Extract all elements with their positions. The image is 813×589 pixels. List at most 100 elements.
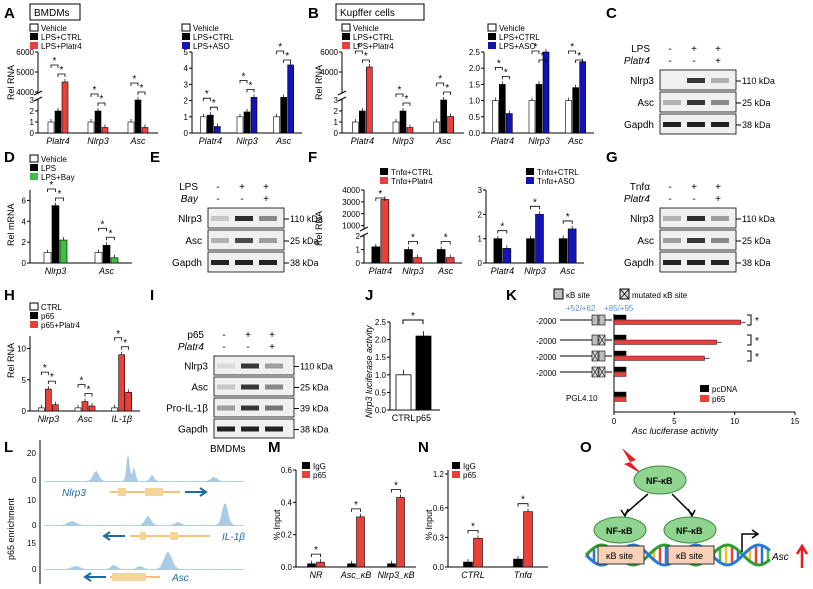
blot-protein: Gapdh: [172, 258, 202, 269]
bar-ctrl: [111, 407, 118, 412]
protein-band: [711, 216, 729, 221]
title-box-kupffer: [335, 3, 425, 21]
bar-lpsaso: [542, 51, 550, 134]
sig-bracket: [47, 188, 56, 192]
x-tick-label: Asc: [437, 266, 454, 276]
track1-tick-hi: 20: [27, 449, 36, 458]
bar-p65: [473, 538, 483, 568]
bar-p65: [613, 355, 705, 361]
lane-sign: +: [715, 56, 721, 67]
sig-bracket: [50, 64, 59, 68]
bar-lpsctrl: [134, 99, 142, 134]
axis-break: [338, 93, 346, 99]
lane-sign: -: [668, 182, 671, 193]
sig-bracket: [121, 346, 130, 350]
sig-bracket: [246, 88, 255, 93]
bar-lpsplatr4: [406, 127, 414, 134]
bar-vehicle: [528, 100, 536, 134]
ylabel-l: p65 enrichment: [6, 497, 16, 560]
x-tick-label: Nlrp3: [528, 136, 550, 146]
x-tick-label: Asc: [129, 136, 146, 146]
bar-tnfaso: [567, 228, 577, 264]
protein-band: [265, 363, 283, 369]
bar-tnfaso: [535, 214, 544, 264]
kb-site-left-label: κB site: [606, 551, 633, 561]
bar-p65: [613, 319, 741, 325]
y-tick-label: 0: [184, 129, 189, 138]
lane-sign: +: [715, 182, 721, 193]
k-legend-pcdna: pcDNA: [712, 385, 738, 394]
sig-star: *: [755, 316, 759, 327]
y-tick-label: 3: [334, 96, 339, 105]
legend-n: IgG p65: [452, 462, 477, 480]
x-tick-label: Nlrp3: [402, 266, 424, 276]
blot-header: Tnfα: [630, 182, 650, 193]
legend-a-right: Vehicle LPS+CTRL LPS+ASO: [181, 23, 234, 51]
x-tick-label: Nlrp3: [38, 414, 60, 424]
bar-tnfctrl: [526, 238, 535, 264]
asc-label: Asc: [771, 552, 789, 563]
sig-bracket: [239, 79, 248, 84]
y-tick-label: 2: [30, 107, 35, 116]
sig-bracket: [391, 489, 401, 493]
bmdm-track-title: BMDMs: [210, 444, 246, 455]
sig-bracket: [402, 319, 424, 324]
kda-label: 110 kDa: [290, 214, 323, 224]
nfkb-right: [663, 516, 717, 544]
blot-protein: Gapdh: [178, 425, 208, 436]
y-tick-label: 0.5: [469, 113, 481, 122]
y-tick-label: 2: [334, 107, 339, 116]
sig-star: *: [133, 74, 137, 85]
bar-tnfctrl: [558, 238, 568, 264]
bar-vehicle: [94, 252, 103, 264]
protein-band: [259, 216, 277, 221]
y-tick-label: 0.6: [281, 466, 293, 475]
lane-sign: -: [222, 342, 225, 353]
promoter-label: -2000: [536, 317, 557, 326]
lightning-icon: [622, 448, 642, 474]
y-tick-label: 1000: [342, 222, 360, 231]
x-tick-label: Nlrp3: [45, 266, 67, 276]
sig-star: *: [314, 545, 318, 556]
track2-tick-lo: 0: [32, 521, 37, 530]
sig-star: *: [60, 65, 64, 76]
protein-band: [241, 363, 259, 369]
title-bmdm: BMDMs: [34, 8, 70, 19]
promoter-label: -2000: [536, 337, 557, 346]
sig-star: *: [521, 495, 525, 506]
svg-text:LPS+Platr4: LPS+Platr4: [41, 42, 82, 51]
lane-sign: +: [245, 330, 251, 341]
ylabel-n: % Input: [424, 509, 434, 540]
chip-track-1: [44, 454, 244, 482]
panel-label-f: F: [308, 149, 317, 166]
axis-break-mark: [33, 96, 43, 102]
kb-site: [598, 314, 606, 326]
svg-text:Tnfα+Platr4: Tnfα+Platr4: [391, 177, 433, 186]
sig-star: *: [123, 338, 127, 349]
lane-sign: -: [668, 56, 671, 67]
bar-tnfctrl: [371, 246, 381, 264]
sig-star: *: [444, 233, 448, 244]
nfkb-right-label: NF-κB: [676, 526, 703, 536]
y-tick-label: 0.6: [433, 504, 445, 513]
panel-label-g: G: [606, 149, 618, 166]
panel-label-i: I: [150, 287, 154, 304]
svg-text:LPS+Bay: LPS+Bay: [41, 173, 75, 182]
bar-vehicle: [200, 116, 207, 134]
il1b-arrow-icon: [102, 531, 125, 541]
bar-vehicle: [392, 121, 400, 134]
arrowheads-icon: [620, 508, 696, 518]
bar-vehicle: [87, 121, 95, 134]
panel-o: NF-κB NF-κB NF-κB κB site κB site Asc: [584, 448, 809, 568]
y-tick-label: 2: [478, 210, 483, 219]
ylabel-h: Rel RNA: [6, 343, 16, 378]
svg-text:Tnfα+CTRL: Tnfα+CTRL: [391, 168, 433, 177]
il1b-gene-label: IL-1β: [222, 532, 245, 543]
kb-site: [598, 350, 606, 362]
chart-M: 0.0 0.2 0.4 0.6 NR * Asc_κB * Nlrp3_κB *: [281, 466, 416, 580]
svg-text:Vehicle: Vehicle: [41, 24, 67, 33]
kda-label: 38 kDa: [290, 258, 319, 268]
y-tick-label: 0.3: [433, 533, 445, 542]
